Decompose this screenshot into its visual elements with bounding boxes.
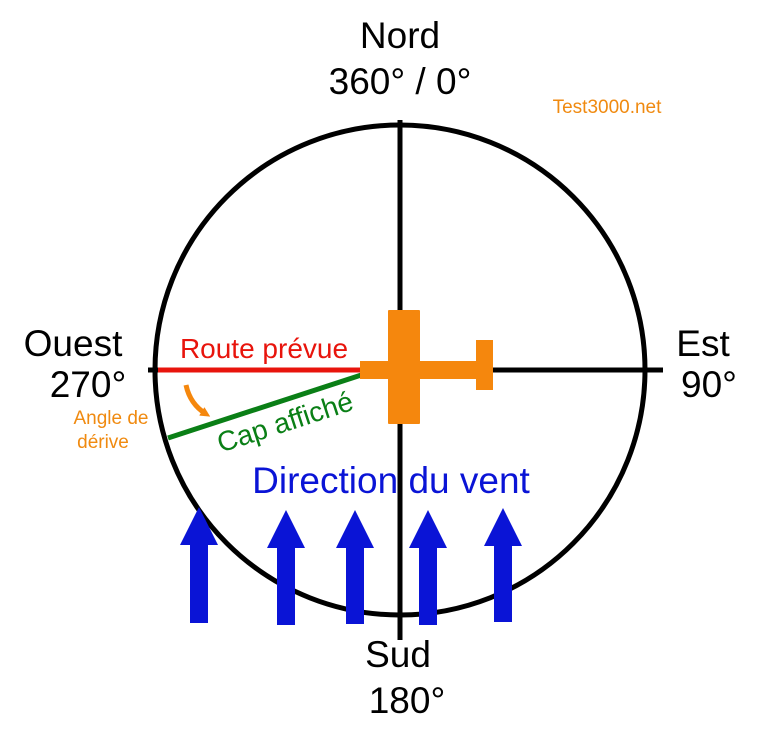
wind-direction-label: Direction du vent [252, 460, 530, 501]
heading-line [167, 362, 393, 441]
east-label: Est [676, 323, 730, 364]
arrow-up-icon [484, 508, 522, 622]
south-label: Sud [365, 634, 431, 675]
airplane-icon [360, 310, 493, 424]
west-label: Ouest [24, 323, 123, 364]
east-degrees: 90° [681, 364, 737, 405]
south-degrees: 180° [369, 680, 446, 721]
drift-angle-arrow [183, 384, 211, 417]
planned-route-label: Route prévue [180, 333, 348, 364]
drift-angle-label-line2: dérive [77, 432, 129, 453]
arrow-up-icon [409, 510, 447, 625]
wind-arrows [180, 507, 522, 625]
arrow-up-icon [267, 510, 305, 625]
watermark: Test3000.net [553, 97, 663, 118]
north-degrees: 360° / 0° [329, 61, 472, 102]
drift-angle-label-line1: Angle de [73, 408, 148, 429]
arrow-up-icon [336, 510, 374, 624]
west-degrees: 270° [50, 364, 127, 405]
north-label: Nord [360, 15, 440, 56]
heading-label: Cap affiché [213, 385, 357, 458]
arrow-up-icon [180, 507, 218, 623]
